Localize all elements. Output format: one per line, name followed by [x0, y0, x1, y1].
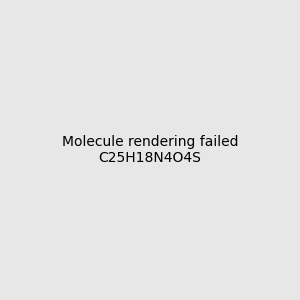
- Text: Molecule rendering failed
C25H18N4O4S: Molecule rendering failed C25H18N4O4S: [62, 135, 238, 165]
